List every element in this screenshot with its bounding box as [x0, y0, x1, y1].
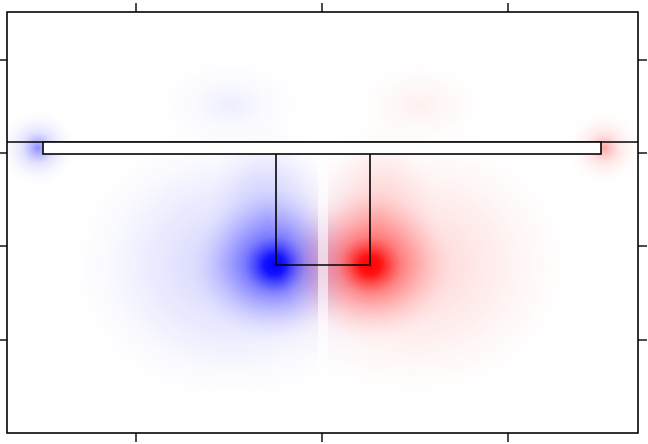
tick-marks: [0, 3, 647, 442]
field-heatmap: [7, 50, 638, 433]
vertical-post: [275, 154, 371, 266]
neutral-seam: [318, 150, 328, 433]
horizontal-bar: [42, 141, 602, 155]
structure-outline: [7, 141, 638, 266]
